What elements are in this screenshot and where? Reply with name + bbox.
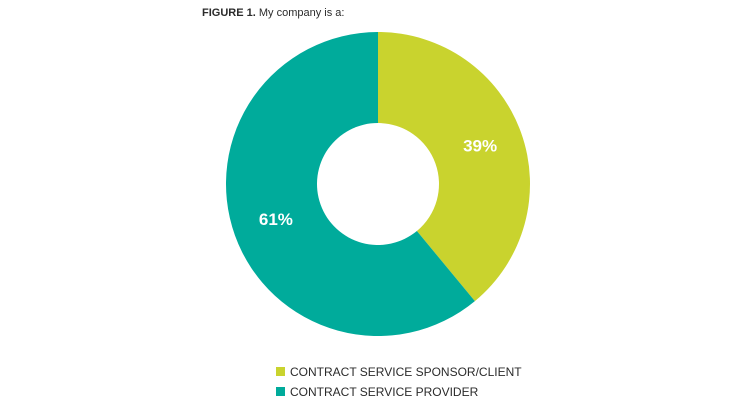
figure-number: FIGURE 1. [202,7,256,19]
slice-value-label-sponsor-client: 39% [463,137,497,156]
donut-value-labels: 39% 61% [259,137,497,230]
legend-item-provider: CONTRACT SERVICE PROVIDER [276,383,522,400]
slice-value-label-provider: 61% [259,210,293,229]
legend-item-sponsor-client: CONTRACT SERVICE SPONSOR/CLIENT [276,363,522,380]
donut-slice-provider [226,32,475,336]
figure-caption: My company is a: [258,7,345,19]
chart-legend: CONTRACT SERVICE SPONSOR/CLIENT CONTRACT… [276,363,522,403]
donut-chart: 39% 61% [226,32,530,336]
donut-slice-sponsor-client [378,32,530,302]
figure-title: FIGURE 1. My company is a: [202,7,344,19]
legend-swatch-sponsor-client [276,367,285,376]
legend-label-sponsor-client: CONTRACT SERVICE SPONSOR/CLIENT [290,364,522,379]
legend-swatch-provider [276,387,285,396]
legend-label-provider: CONTRACT SERVICE PROVIDER [290,384,479,399]
donut-slices [226,32,530,336]
